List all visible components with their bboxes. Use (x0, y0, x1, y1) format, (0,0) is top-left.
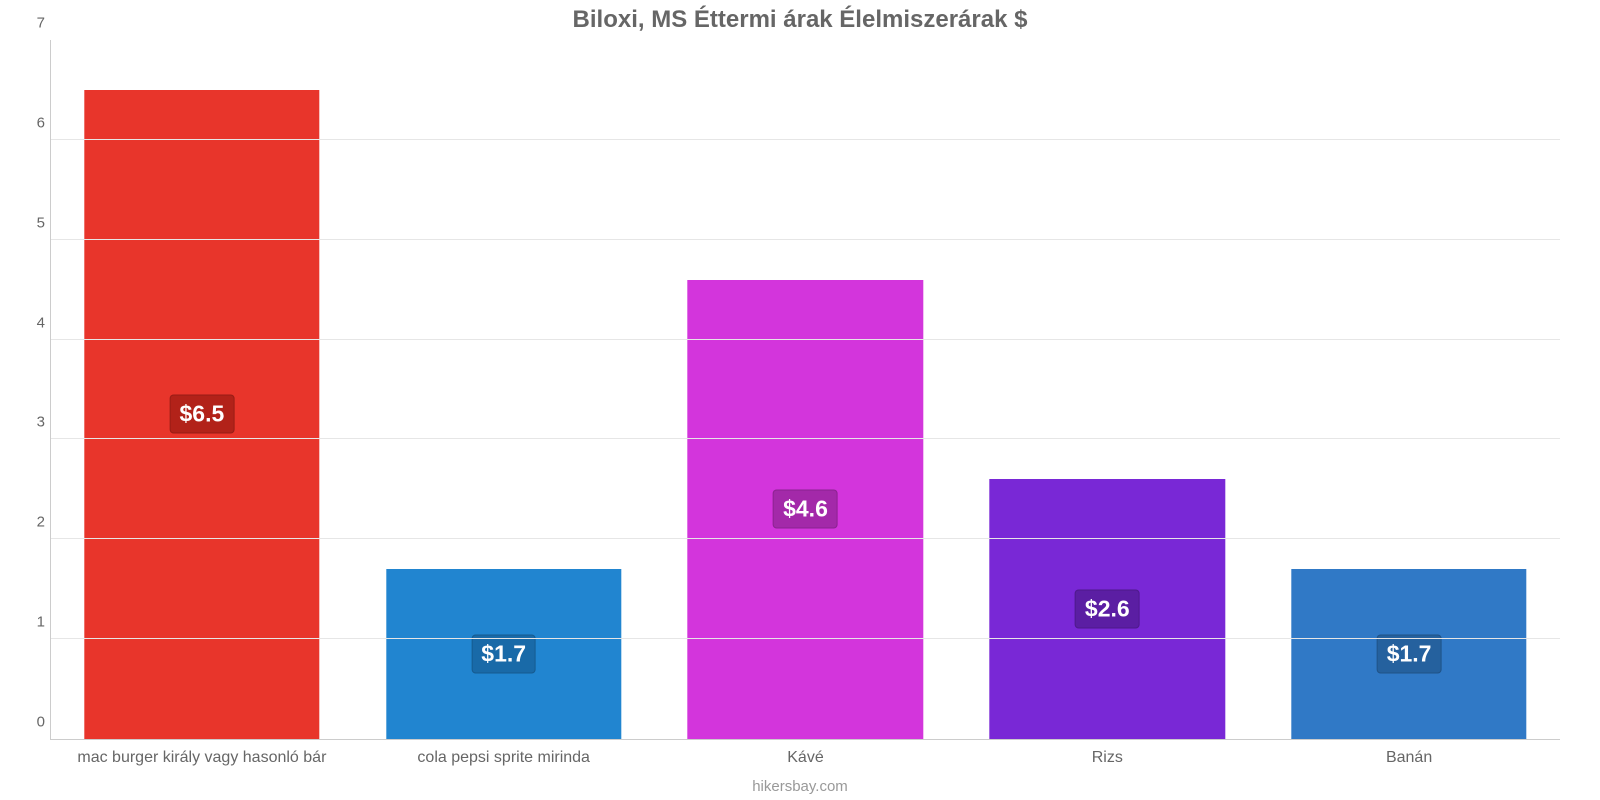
bar-slot: $2.6Rizs (956, 40, 1258, 739)
value-badge: $1.7 (1377, 635, 1442, 674)
gridline (51, 339, 1560, 340)
gridline (51, 139, 1560, 140)
y-axis-tick: 7 (21, 15, 45, 32)
value-badge: $4.6 (773, 490, 838, 529)
bar-slot: $1.7cola pepsi sprite mirinda (353, 40, 655, 739)
bar-slot: $6.5mac burger király vagy hasonló bár (51, 40, 353, 739)
bar-slot: $1.7Banán (1258, 40, 1560, 739)
y-axis-tick: 3 (21, 414, 45, 431)
plot-area: $6.5mac burger király vagy hasonló bár$1… (50, 40, 1560, 740)
x-axis-label: Kávé (787, 749, 823, 767)
x-axis-label: Rizs (1092, 749, 1123, 767)
value-badge: $6.5 (170, 395, 235, 434)
gridline (51, 638, 1560, 639)
gridline (51, 239, 1560, 240)
x-axis-label: Banán (1386, 749, 1432, 767)
y-axis-tick: 2 (21, 514, 45, 531)
y-axis-tick: 4 (21, 314, 45, 331)
bars-container: $6.5mac burger király vagy hasonló bár$1… (51, 40, 1560, 739)
y-axis-tick: 5 (21, 214, 45, 231)
value-badge: $1.7 (471, 635, 536, 674)
x-axis-label: cola pepsi sprite mirinda (417, 749, 590, 767)
attribution-text: hikersbay.com (0, 778, 1600, 795)
y-axis-tick: 1 (21, 614, 45, 631)
value-badge: $2.6 (1075, 590, 1140, 629)
y-axis-tick: 6 (21, 114, 45, 131)
bar-slot: $4.6Kávé (655, 40, 957, 739)
gridline (51, 438, 1560, 439)
y-axis-tick: 0 (21, 714, 45, 731)
x-axis-label: mac burger király vagy hasonló bár (77, 749, 326, 767)
chart-title: Biloxi, MS Éttermi árak Élelmiszerárak $ (0, 6, 1600, 34)
price-bar-chart: Biloxi, MS Éttermi árak Élelmiszerárak $… (0, 0, 1600, 800)
gridline (51, 538, 1560, 539)
